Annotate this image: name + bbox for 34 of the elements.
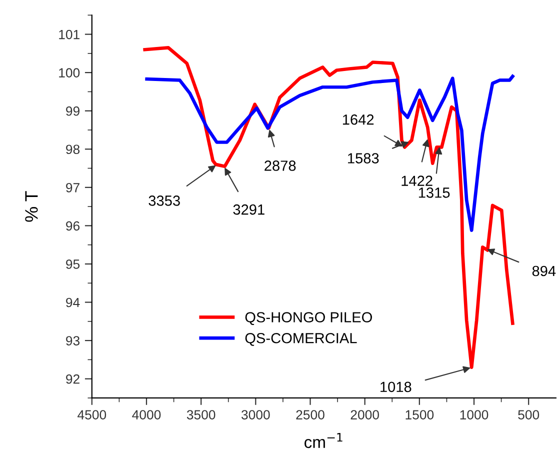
x-tick-label: 1500 xyxy=(406,410,434,420)
annotation: 3353 xyxy=(148,196,180,206)
legend-label: QS-HONGO PILEO xyxy=(245,312,372,326)
x-tick-label: 3500 xyxy=(186,410,216,420)
x-tick-label: 1000 xyxy=(460,410,488,420)
y-axis-title: % T xyxy=(25,191,38,222)
y-tick-label: 96 xyxy=(66,221,80,231)
x-tick-label: 4500 xyxy=(78,410,106,420)
y-tick-label: 99 xyxy=(66,106,80,116)
y-tick-label: 98 xyxy=(66,144,80,154)
annotation: 894 xyxy=(532,266,556,276)
annotation: 1583 xyxy=(348,153,379,164)
annotation: 1642 xyxy=(342,114,374,125)
line-series xyxy=(145,74,514,232)
x-tick-label: 2000 xyxy=(350,410,379,420)
y-tick-label: 94 xyxy=(66,298,80,308)
x-tick-label: 2500 xyxy=(296,410,324,420)
y-tick-label: 93 xyxy=(66,336,80,346)
annotation: 3291 xyxy=(233,204,264,215)
y-tick-label: 92 xyxy=(66,374,80,384)
y-tick-label: 95 xyxy=(66,260,80,269)
x-tick-label: 500 xyxy=(518,410,540,420)
legend-label: QS-COMERCIAL xyxy=(245,332,357,346)
y-tick-label: 97 xyxy=(66,182,80,192)
x-tick-label: 3000 xyxy=(241,410,270,420)
y-tick-label: 101 xyxy=(59,30,80,40)
y-tick-label: 100 xyxy=(59,68,80,78)
line-series xyxy=(143,46,514,369)
annotation: 2878 xyxy=(264,160,296,171)
annotation: 1315 xyxy=(418,188,450,198)
annotation: 1018 xyxy=(380,382,412,392)
annotation: 1422 xyxy=(402,176,432,186)
x-axis-title: cm$^{−1}$ xyxy=(304,433,342,448)
x-tick-label: 4000 xyxy=(132,410,161,420)
